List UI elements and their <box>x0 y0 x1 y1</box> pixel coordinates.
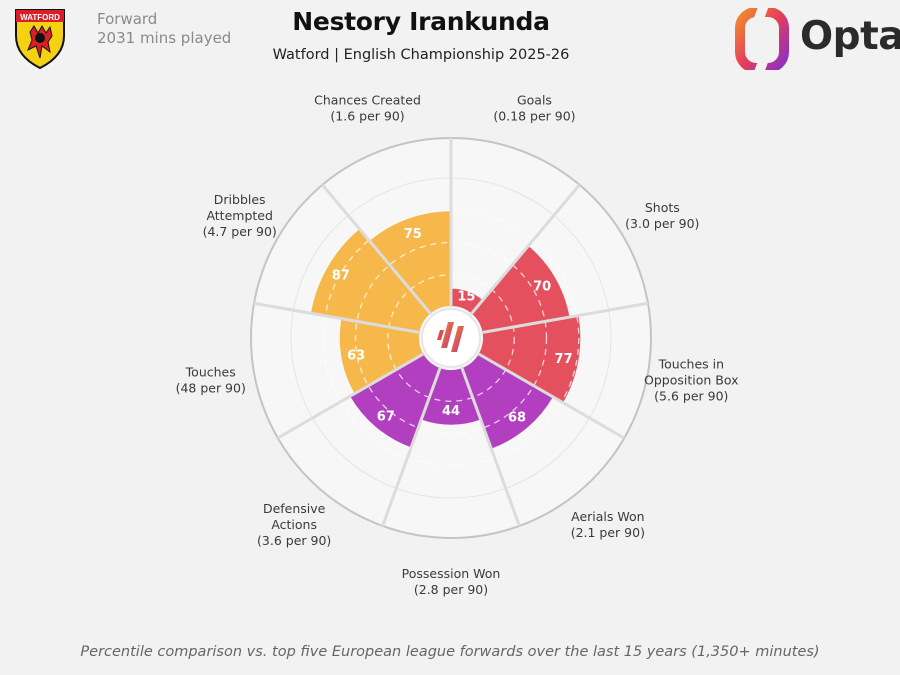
watford-crest-icon: WATFORD <box>15 9 65 70</box>
category-label-2: Shots (3.0 per 90) <box>625 200 699 231</box>
category-label-5: Possession Won (2.8 per 90) <box>402 566 501 597</box>
value-label-8: 87 <box>332 268 350 283</box>
footnote: Percentile comparison vs. top five Europ… <box>80 644 820 660</box>
opta-brand-name: Opta <box>800 14 900 59</box>
value-label-5: 44 <box>442 404 460 419</box>
category-label-4: Aerials Won (2.1 per 90) <box>571 509 645 540</box>
value-label-4: 68 <box>508 411 526 426</box>
category-label-3: Touches in Opposition Box (5.6 per 90) <box>644 356 739 403</box>
sector-bar-2 <box>469 243 572 334</box>
value-label-2: 70 <box>533 279 551 294</box>
spoke-line <box>477 352 625 440</box>
spoke-line <box>460 366 521 527</box>
value-label-6: 67 <box>377 410 395 425</box>
sector-bar-6 <box>347 352 442 450</box>
spoke-line <box>277 352 425 440</box>
opta-logo-icon <box>735 8 789 70</box>
value-label-3: 77 <box>555 352 573 367</box>
spoke-line <box>321 183 433 316</box>
svg-text:WATFORD: WATFORD <box>20 13 60 22</box>
category-label-9: Chances Created (1.6 per 90) <box>314 93 421 124</box>
sector-bar-3 <box>476 314 583 405</box>
value-label-7: 63 <box>347 349 365 364</box>
dashed-gridline <box>354 241 548 435</box>
value-label-9: 75 <box>404 227 422 242</box>
dashed-gridline <box>322 209 580 467</box>
player-meta: Forward 2031 mins played <box>97 10 231 48</box>
sector-bar-4 <box>460 352 556 451</box>
spoke-line <box>253 301 421 335</box>
category-label-6: Defensive Actions (3.6 per 90) <box>257 501 331 548</box>
player-position: Forward <box>97 10 158 28</box>
player-minutes: 2031 mins played <box>97 29 232 47</box>
category-label-8: Dribbles Attempted (4.7 per 90) <box>203 192 277 239</box>
sector-bar-8 <box>308 226 433 334</box>
category-label-1: Goals (0.18 per 90) <box>493 93 575 124</box>
spoke-line <box>381 366 442 527</box>
spoke-line <box>481 301 649 335</box>
center-badge <box>421 308 481 368</box>
opta-mark-icon <box>437 322 464 352</box>
spoke-line <box>469 183 581 316</box>
player-name-title: Nestory Irankunda <box>292 7 550 36</box>
value-label-1: 15 <box>457 290 475 305</box>
chart-subtitle: Watford | English Championship 2025-26 <box>272 47 570 63</box>
category-label-7: Touches (48 per 90) <box>176 364 246 395</box>
